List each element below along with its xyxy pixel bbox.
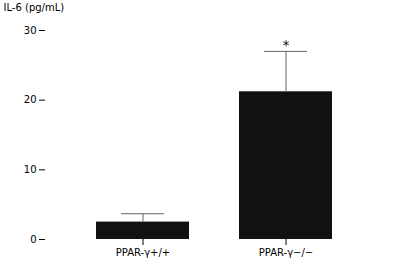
svg-text:PPAR-γ+/+: PPAR-γ+/+ — [116, 247, 170, 258]
svg-text:IL-6 (pg/mL): IL-6 (pg/mL) — [4, 2, 65, 13]
svg-text:10: 10 — [24, 164, 37, 175]
svg-text:20: 20 — [24, 94, 37, 105]
svg-text:30: 30 — [24, 25, 37, 36]
svg-text:0: 0 — [30, 234, 36, 245]
svg-text:*: * — [283, 37, 290, 53]
svg-text:PPAR-γ−/−: PPAR-γ−/− — [259, 247, 313, 258]
